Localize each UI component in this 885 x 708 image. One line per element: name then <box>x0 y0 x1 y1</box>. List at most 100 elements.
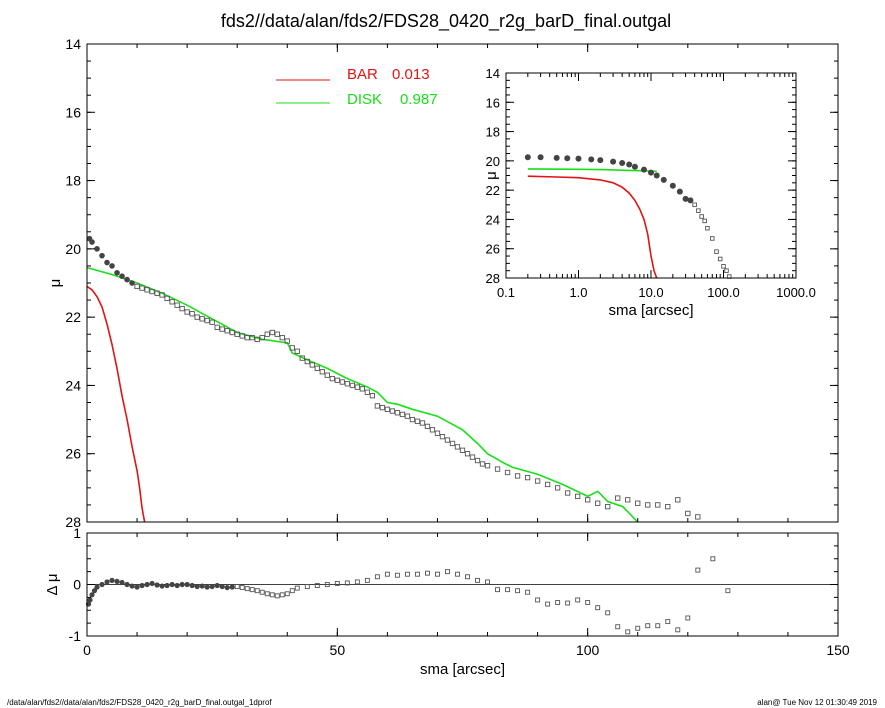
data-point <box>721 264 726 269</box>
data-point <box>419 420 426 426</box>
legend-disk-label: DISK <box>347 91 382 108</box>
data-point <box>535 597 541 603</box>
data-point <box>234 331 240 337</box>
x-axis-label: sma [arcsec] <box>420 661 505 678</box>
x-tick-label: 0.1 <box>497 285 515 300</box>
data-point <box>515 588 521 594</box>
x-tick-label: 50 <box>330 642 346 658</box>
data-point <box>174 302 180 308</box>
data-point <box>725 588 731 594</box>
data-point <box>717 256 723 262</box>
data-point <box>665 619 671 625</box>
data-point <box>289 345 295 351</box>
data-point <box>164 582 170 589</box>
x-axis-label: sma [arcsec] <box>608 302 693 319</box>
data-point <box>710 236 715 241</box>
data-point <box>204 317 210 324</box>
data-point <box>553 154 560 161</box>
data-point <box>655 623 661 629</box>
data-point <box>144 287 150 293</box>
y-tick-label: 14 <box>65 36 81 52</box>
data-point <box>104 259 110 266</box>
data-point <box>485 579 490 585</box>
y-axis-label: μ <box>483 171 500 180</box>
data-point <box>329 375 335 382</box>
data-point <box>648 169 654 176</box>
data-point <box>109 577 115 583</box>
y-tick-label: 0 <box>73 577 81 593</box>
data-point <box>660 176 667 183</box>
data-point <box>369 393 376 399</box>
data-point <box>324 372 330 378</box>
data-point <box>339 379 345 385</box>
data-point <box>682 195 689 202</box>
data-point <box>324 582 330 587</box>
data-point <box>119 273 125 279</box>
data-point <box>359 386 366 392</box>
data-point <box>254 588 260 594</box>
data-point <box>194 314 200 320</box>
plot-title: fds2//data/alan/fds2/FDS28_0420_r2g_barD… <box>221 11 671 32</box>
data-point <box>314 365 320 372</box>
data-point <box>675 627 681 633</box>
bar-line <box>86 285 146 523</box>
data-point <box>555 600 561 605</box>
data-point <box>239 585 245 591</box>
data-point <box>595 605 601 611</box>
data-point <box>439 433 446 440</box>
data-point <box>229 584 235 590</box>
bar-line <box>527 175 658 279</box>
data-point <box>495 587 500 593</box>
data-point <box>169 581 175 588</box>
y-tick-label: 20 <box>65 241 81 257</box>
legend-bar-label: BAR <box>347 66 378 83</box>
data-point <box>249 587 255 593</box>
data-point <box>314 583 320 588</box>
data-point <box>234 584 240 590</box>
x-tick-label: 10.0 <box>638 285 663 300</box>
data-point <box>394 410 401 416</box>
data-point <box>653 172 660 179</box>
y-tick-label: 18 <box>65 173 81 189</box>
data-point <box>209 583 215 590</box>
data-point <box>404 413 411 419</box>
data-point <box>89 592 95 598</box>
data-point <box>164 295 170 302</box>
y-axis-label: Δ μ <box>44 573 61 595</box>
data-point <box>695 514 701 520</box>
data-point <box>474 457 481 464</box>
data-point <box>374 403 381 409</box>
data-point <box>575 597 581 603</box>
data-point <box>635 500 641 506</box>
data-point <box>269 592 275 598</box>
data-point <box>94 246 100 252</box>
data-point <box>349 382 356 389</box>
data-point <box>675 497 681 503</box>
data-point <box>274 331 280 337</box>
data-point <box>264 331 270 337</box>
x-tick-label: 1.0 <box>569 285 587 300</box>
x-tick-label: 100.0 <box>707 285 740 300</box>
data-point <box>424 423 431 430</box>
data-point <box>294 585 300 591</box>
data-point <box>374 574 380 580</box>
data-point <box>389 408 396 414</box>
data-point <box>159 583 165 589</box>
data-point <box>494 466 501 472</box>
data-point <box>379 404 386 411</box>
data-point <box>294 348 300 354</box>
data-point <box>394 572 400 578</box>
data-point <box>244 334 250 341</box>
data-point <box>244 586 250 592</box>
data-point <box>464 451 471 457</box>
inset-log-profile-panel: 14 16 18 20 22 24 26 280.1 1.0 10.0 100.0 1000.0 μ sm… <box>483 66 816 319</box>
data-point <box>114 578 120 585</box>
data-point <box>159 292 165 298</box>
data-point <box>564 155 571 162</box>
data-point <box>279 334 285 341</box>
data-point <box>537 154 544 161</box>
data-point <box>575 155 582 162</box>
data-point <box>575 493 581 500</box>
data-point <box>154 582 160 588</box>
